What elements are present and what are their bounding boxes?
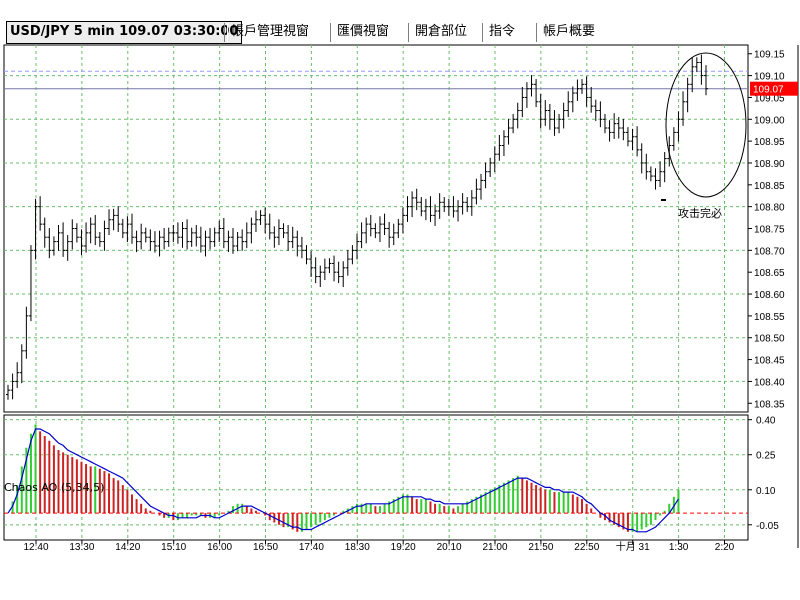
x-tick-label: 14:20 xyxy=(115,542,140,553)
tab-3[interactable]: 開倉部位 xyxy=(415,24,468,39)
x-tick-label: 13:30 xyxy=(69,542,94,553)
tab-separator xyxy=(224,23,228,42)
ao-signal-line xyxy=(7,428,679,533)
x-tick-label: 12:40 xyxy=(23,542,48,553)
chart-tab-bar: USD/JPY 5 min 109.07 03:30:00 帳戶管理視窗 匯價視窗 開… xyxy=(0,21,800,44)
price-y-tick-label: 108.60 xyxy=(754,290,785,301)
x-tick-label: 15:10 xyxy=(161,542,186,553)
osc-y-tick-label: -0.05 xyxy=(756,521,779,532)
osc-y-tick-label: 0.40 xyxy=(756,416,776,427)
x-tick-label: 2:20 xyxy=(715,542,735,553)
osc-y-tick-label: 0.10 xyxy=(756,486,776,497)
tab-4[interactable]: 指令 xyxy=(489,24,516,39)
tab-5[interactable]: 帳戶概要 xyxy=(543,24,596,39)
x-tick-label: 十月 31 xyxy=(616,540,650,553)
price-y-tick-label: 108.40 xyxy=(754,377,785,388)
current-price-badge xyxy=(750,81,798,96)
annotation-dash xyxy=(661,199,666,201)
price-y-tick-label: 108.35 xyxy=(754,399,785,410)
annotation-text: 攻击完必 xyxy=(678,206,722,220)
x-tick-label: 17:40 xyxy=(299,542,324,553)
price-panel-frame xyxy=(3,44,749,413)
x-tick-label: 19:20 xyxy=(391,542,416,553)
price-y-tick-label: 108.90 xyxy=(754,159,785,170)
price-y-tick-label: 108.80 xyxy=(754,203,785,214)
tab-1[interactable]: 帳戶管理視窗 xyxy=(231,24,310,39)
x-tick-label: 21:50 xyxy=(528,542,553,553)
price-y-tick-label: 108.65 xyxy=(754,268,785,279)
price-y-tick-label: 108.70 xyxy=(754,246,785,257)
price-y-tick-label: 109.15 xyxy=(754,50,785,61)
x-tick-label: 21:00 xyxy=(482,542,507,553)
x-tick-label: 18:30 xyxy=(345,542,370,553)
x-tick-label: 20:10 xyxy=(437,542,462,553)
x-tick-label: 16:00 xyxy=(207,542,232,553)
tab-separator xyxy=(482,23,486,42)
price-y-tick-label: 108.55 xyxy=(754,312,785,323)
tab-separator xyxy=(330,23,334,42)
oscillator-panel-frame xyxy=(3,414,749,541)
tab-separator xyxy=(408,23,412,42)
price-y-tick-label: 109.10 xyxy=(754,72,785,83)
tab-0[interactable]: USD/JPY 5 min 109.07 03:30:00 xyxy=(6,21,243,44)
x-tick-label: 1:30 xyxy=(669,542,689,553)
price-y-tick-label: 108.45 xyxy=(754,356,785,367)
price-y-tick-label: 108.85 xyxy=(754,181,785,192)
x-tick-label: 16:50 xyxy=(253,542,278,553)
price-y-tick-label: 108.75 xyxy=(754,225,785,236)
tab-2[interactable]: 匯價視窗 xyxy=(337,24,390,39)
indicator-label: Chaos AO (5,34,5) xyxy=(4,481,104,494)
x-tick-label: 22:50 xyxy=(574,542,599,553)
current-price-label: 109.07 xyxy=(753,85,784,96)
price-y-tick-label: 108.50 xyxy=(754,334,785,345)
price-y-tick-label: 109.00 xyxy=(754,115,785,126)
tab-separator xyxy=(536,23,540,42)
annotation-ellipse xyxy=(665,52,747,198)
price-y-tick-label: 108.95 xyxy=(754,137,785,148)
price-y-tick-label: 109.05 xyxy=(754,93,785,104)
osc-y-tick-label: 0.25 xyxy=(756,451,776,462)
